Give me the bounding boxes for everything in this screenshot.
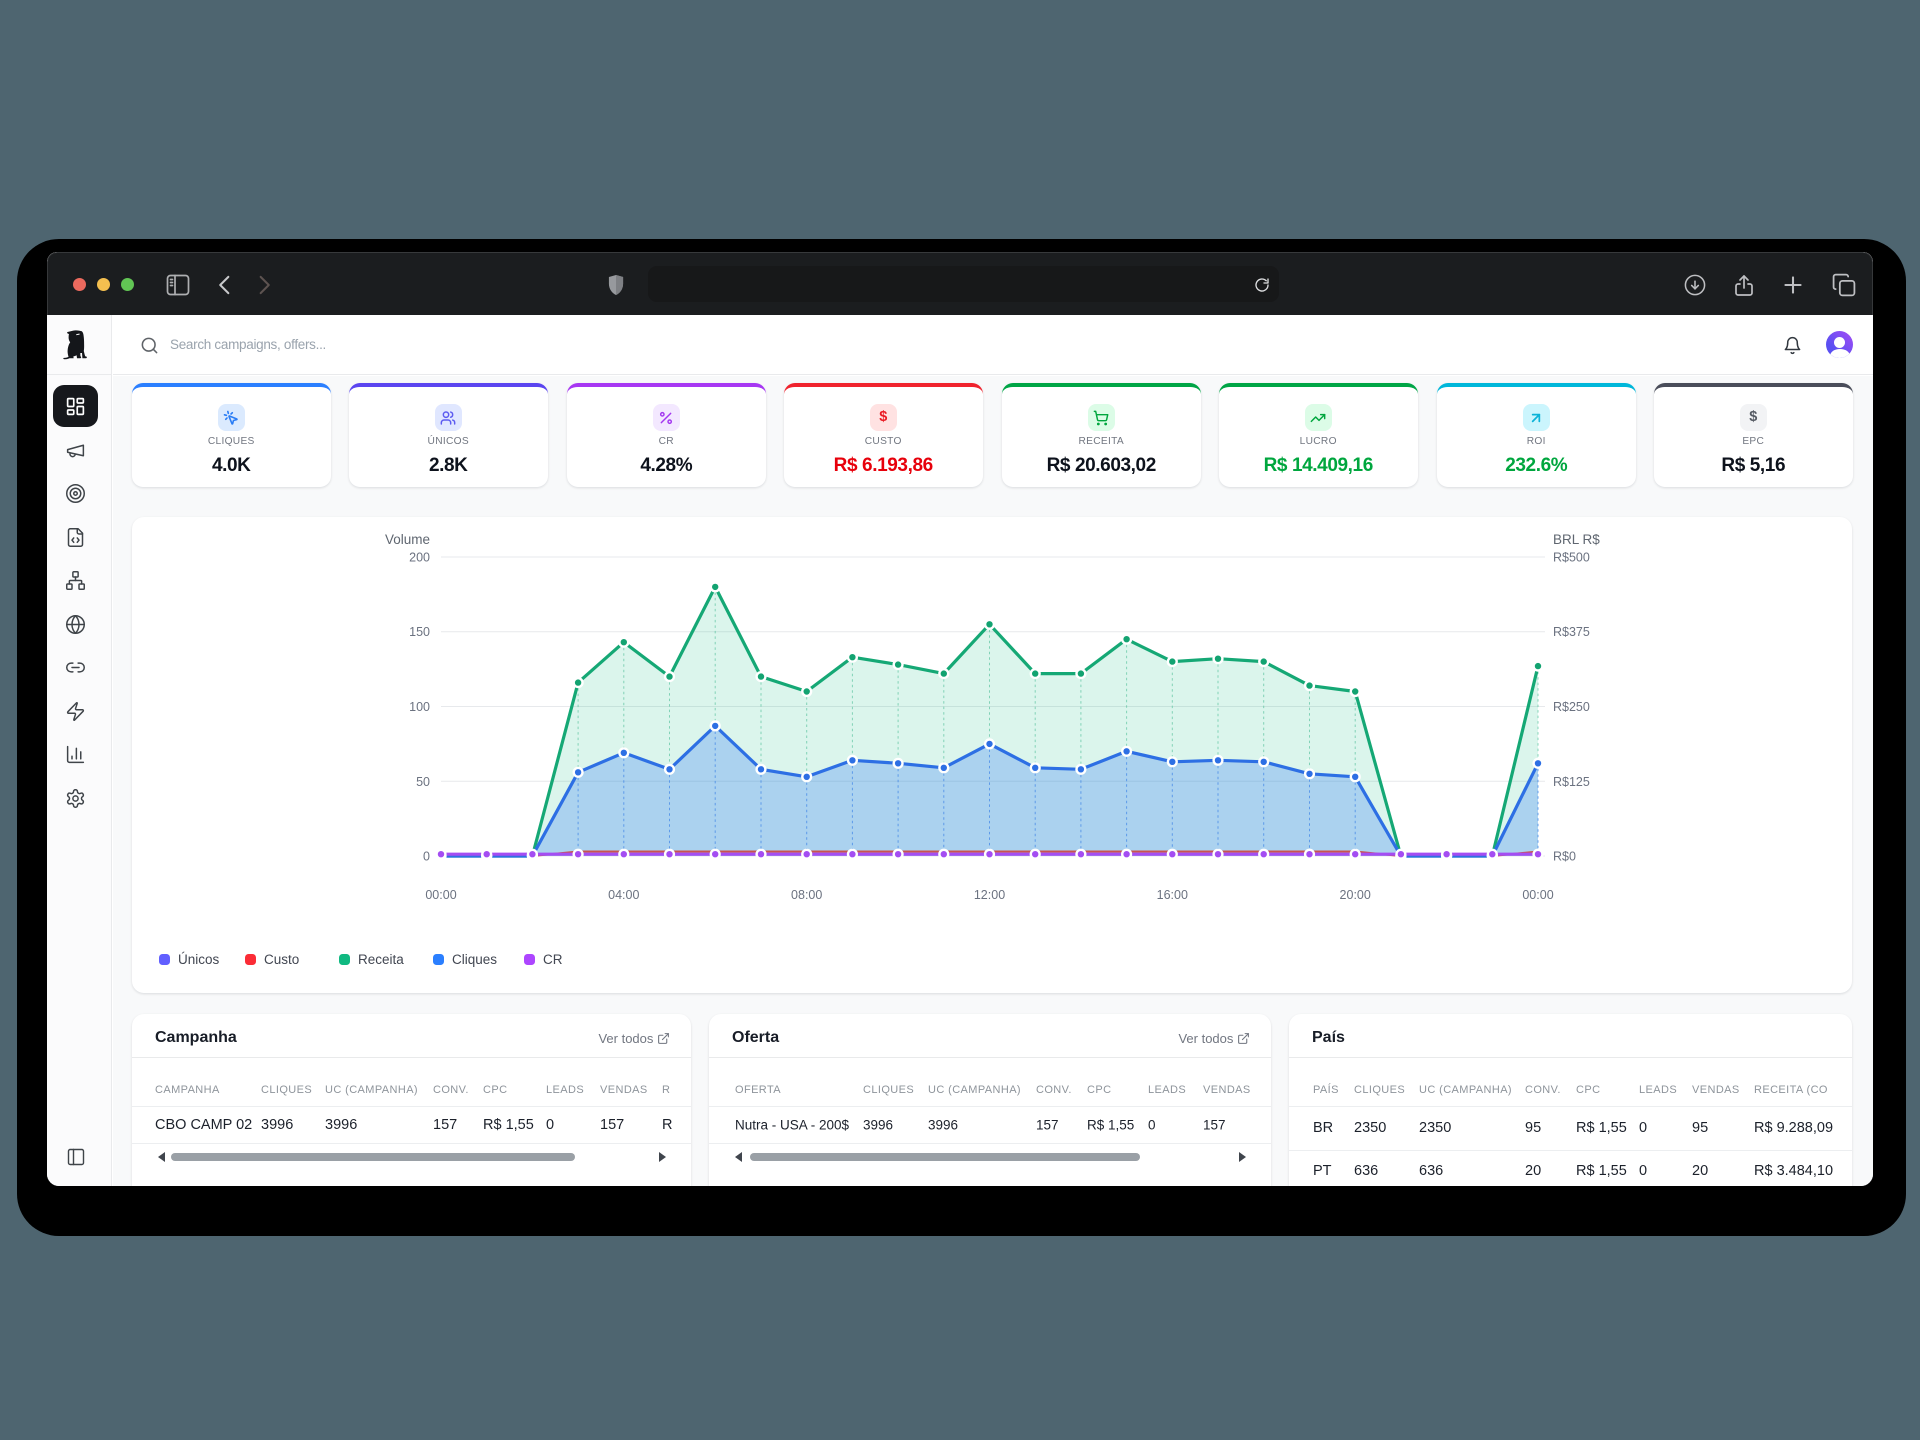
svg-text:08:00: 08:00 (791, 888, 822, 902)
svg-text:00:00: 00:00 (425, 888, 456, 902)
svg-text:R$250: R$250 (1553, 700, 1590, 714)
svg-text:100: 100 (409, 700, 430, 714)
svg-text:0: 0 (423, 850, 430, 864)
svg-text:16:00: 16:00 (1157, 888, 1188, 902)
svg-text:00:00: 00:00 (1522, 888, 1553, 902)
svg-text:R$375: R$375 (1553, 625, 1590, 639)
svg-text:04:00: 04:00 (608, 888, 639, 902)
svg-text:R$125: R$125 (1553, 775, 1590, 789)
svg-text:20:00: 20:00 (1340, 888, 1371, 902)
svg-text:50: 50 (416, 775, 430, 789)
svg-text:Volume: Volume (385, 532, 430, 547)
svg-text:200: 200 (409, 551, 430, 565)
svg-text:150: 150 (409, 625, 430, 639)
svg-text:12:00: 12:00 (974, 888, 1005, 902)
svg-text:R$500: R$500 (1553, 551, 1590, 565)
svg-text:R$0: R$0 (1553, 850, 1576, 864)
svg-text:BRL R$: BRL R$ (1553, 532, 1600, 547)
